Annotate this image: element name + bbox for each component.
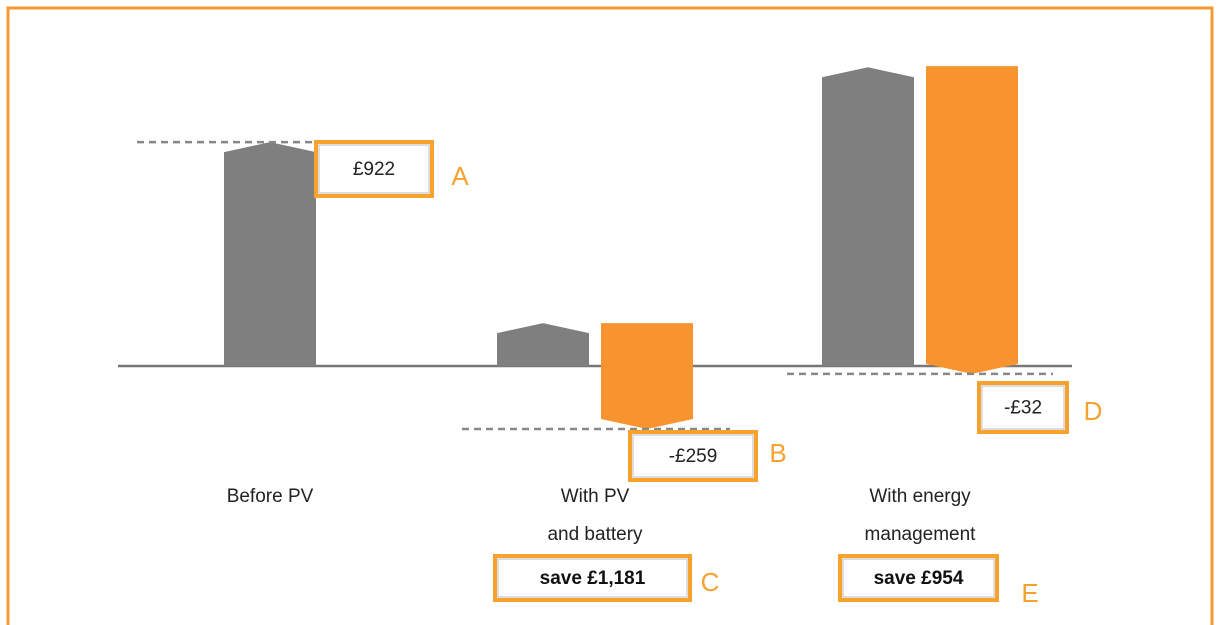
annotation-letter: E xyxy=(1021,578,1038,608)
bar xyxy=(224,142,316,367)
bar xyxy=(926,66,1018,374)
value-label: -£259 xyxy=(669,446,718,467)
frame xyxy=(6,6,1214,625)
annotation-letter: A xyxy=(451,161,469,191)
category-label: and battery xyxy=(547,524,643,545)
saving-label: save £954 xyxy=(874,568,964,589)
value-label: £922 xyxy=(353,159,395,180)
category-label: With energy xyxy=(869,486,971,507)
saving-box-inner xyxy=(842,558,995,598)
value-label-box xyxy=(628,430,758,482)
saving-box-inner xyxy=(497,558,688,598)
value-label-box-inner xyxy=(632,434,754,478)
saving-box xyxy=(493,554,692,602)
saving-box xyxy=(838,554,999,602)
value-label: -£32 xyxy=(1004,398,1042,419)
value-label-box-inner xyxy=(318,144,430,194)
value-label-box-inner xyxy=(981,385,1065,430)
annotation-letter: C xyxy=(701,567,720,597)
bar xyxy=(497,323,589,367)
category-label: With PV xyxy=(561,486,630,507)
annotation-letter: D xyxy=(1084,396,1103,426)
bar xyxy=(601,323,693,429)
annotation-letter: B xyxy=(769,438,786,468)
category-label: Before PV xyxy=(227,486,314,507)
value-label-box xyxy=(314,140,434,198)
category-label: management xyxy=(865,524,977,545)
saving-label: save £1,181 xyxy=(540,568,646,589)
value-label-box xyxy=(977,381,1069,434)
bar xyxy=(822,67,914,367)
